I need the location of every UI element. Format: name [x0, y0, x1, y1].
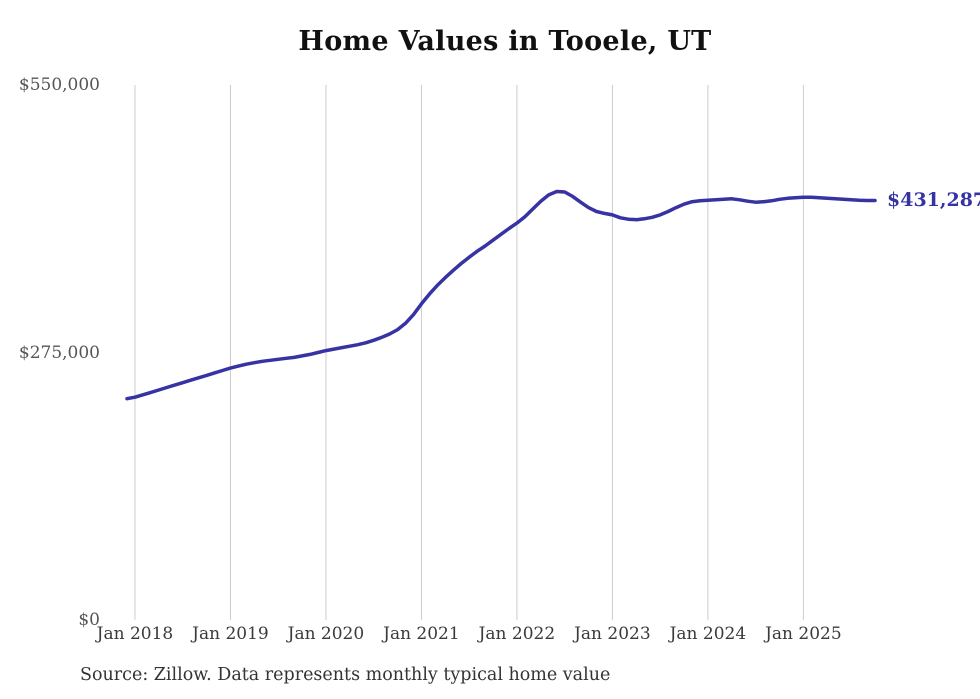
x-tick-label: Jan 2022: [478, 624, 556, 644]
chart-title: Home Values in Tooele, UT: [298, 26, 712, 57]
y-tick-label: $275,000: [18, 342, 100, 363]
y-tick-label: $0: [78, 610, 100, 630]
x-tick-label: Jan 2023: [574, 624, 651, 644]
y-tick-label: $550,000: [18, 75, 100, 95]
x-tick-label: Jan 2021: [383, 624, 460, 644]
x-tick-label: Jan 2025: [765, 624, 842, 644]
end-value-label: $431,287: [887, 189, 980, 212]
source-note: Source: Zillow. Data represents monthly …: [80, 665, 611, 685]
value-line: [125, 189, 877, 401]
x-tick-label: Jan 2020: [287, 624, 365, 644]
x-tick-label: Jan 2019: [192, 624, 269, 644]
x-tick-label: Jan 2018: [96, 624, 174, 644]
x-tick-label: Jan 2024: [669, 624, 747, 644]
